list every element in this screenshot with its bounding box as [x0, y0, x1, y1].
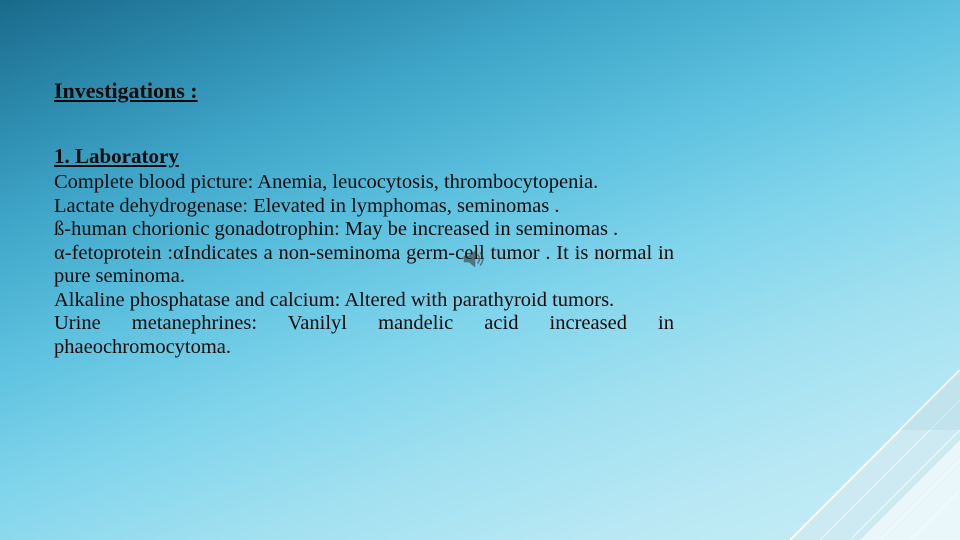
slide: Investigations : 1. Laboratory Complete …: [0, 0, 960, 540]
content-block: Investigations : 1. Laboratory Complete …: [54, 78, 674, 360]
body-line: ß-human chorionic gonadotrophin: May be …: [54, 218, 674, 242]
slide-subheading: 1. Laboratory: [54, 144, 674, 169]
body-line: Alkaline phosphatase and calcium: Altere…: [54, 289, 674, 313]
slide-heading: Investigations :: [54, 78, 674, 104]
body-line: α-fetoprotein :αIndicates a non-seminoma…: [54, 242, 674, 289]
page-fold-corner: [790, 370, 960, 540]
body-line: Urine metanephrines: Vanilyl mandelic ac…: [54, 312, 674, 359]
body-line: Complete blood picture: Anemia, leucocyt…: [54, 171, 674, 195]
body-line: Lactate dehydrogenase: Elevated in lymph…: [54, 195, 674, 219]
speaker-icon: [460, 245, 488, 273]
